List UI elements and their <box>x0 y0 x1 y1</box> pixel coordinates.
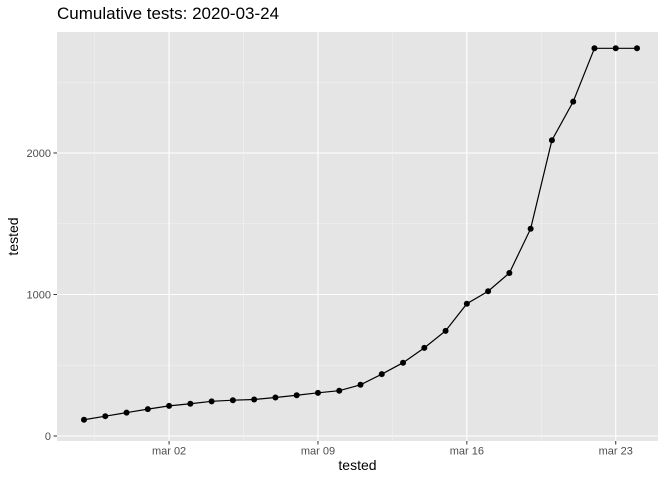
data-point <box>570 98 577 105</box>
data-point <box>187 400 194 407</box>
data-point <box>166 402 173 409</box>
data-points <box>81 45 640 423</box>
data-point <box>548 137 555 144</box>
data-point <box>378 371 385 378</box>
data-point <box>357 381 364 388</box>
x-tick-label: mar 02 <box>152 446 186 458</box>
y-tick-label: 1000 <box>27 290 51 302</box>
data-point <box>506 269 513 276</box>
x-axis-title: tested <box>338 457 376 473</box>
data-point <box>442 327 449 334</box>
data-point <box>208 398 215 405</box>
data-point <box>144 406 151 413</box>
data-point <box>421 344 428 351</box>
data-point <box>634 45 640 52</box>
data-point <box>591 45 598 52</box>
data-point <box>102 413 109 420</box>
data-point <box>229 397 236 404</box>
data-point <box>400 359 407 366</box>
grid-lines <box>57 32 658 441</box>
y-tick-label: 2000 <box>27 148 51 160</box>
y-tick-label: 0 <box>45 431 51 443</box>
y-axis-title: tested <box>5 217 21 255</box>
data-point <box>314 389 321 396</box>
y-axis: 0 1000 2000 <box>27 148 57 443</box>
data-point <box>81 416 87 423</box>
plot-panel <box>57 32 658 441</box>
data-point <box>251 396 258 403</box>
x-axis: mar 02 mar 09 mar 16 mar 23 <box>152 441 633 458</box>
x-tick-label: mar 23 <box>599 446 633 458</box>
data-point <box>463 300 470 307</box>
chart-title: Cumulative tests: 2020-03-24 <box>57 4 280 23</box>
data-point <box>612 45 619 52</box>
data-point <box>293 392 300 399</box>
data-point <box>485 288 492 295</box>
data-point <box>272 394 279 401</box>
data-point <box>123 409 130 416</box>
data-point <box>527 225 534 232</box>
x-tick-label: mar 09 <box>301 446 335 458</box>
x-tick-label: mar 16 <box>450 446 484 458</box>
data-point <box>336 387 343 394</box>
